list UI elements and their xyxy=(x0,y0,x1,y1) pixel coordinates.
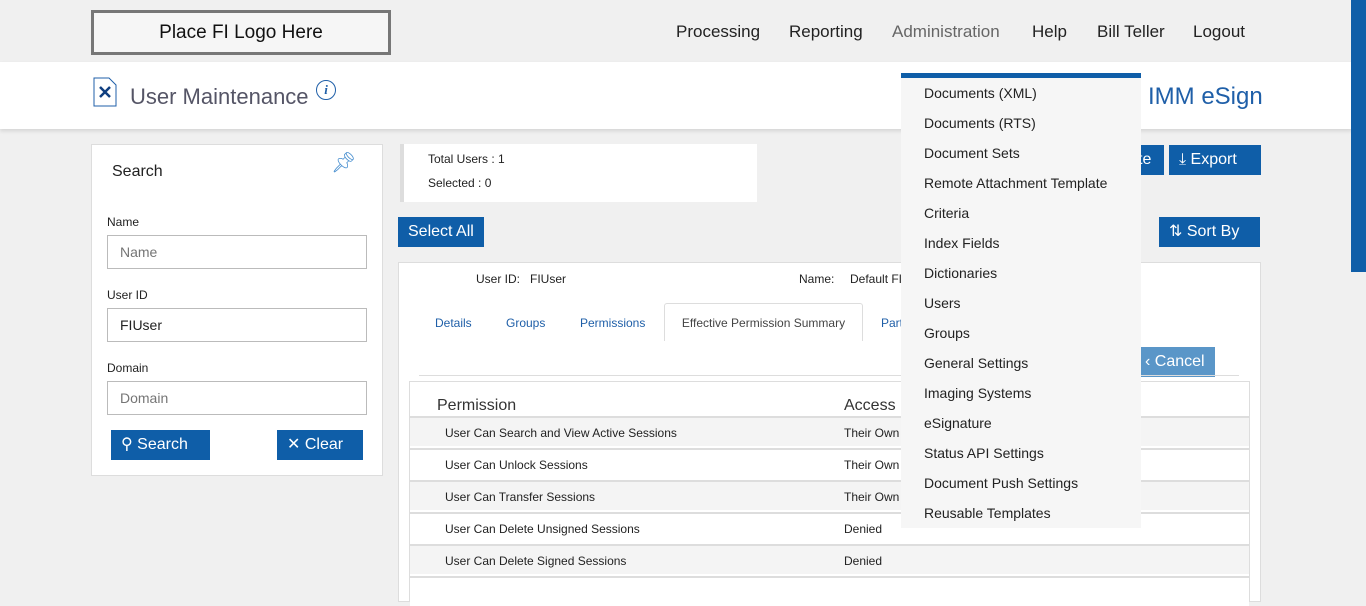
header-permission: Permission xyxy=(437,397,517,414)
nav-help[interactable]: Help xyxy=(1032,22,1067,41)
nav-reporting[interactable]: Reporting xyxy=(789,22,863,41)
search-icon: ⚲ xyxy=(121,436,133,453)
search-button-label: Search xyxy=(137,436,188,453)
access-value: Their Own xyxy=(844,426,900,440)
menu-item[interactable]: Users xyxy=(924,295,961,311)
page-title: User Maintenance xyxy=(130,84,309,109)
tab-part[interactable]: Part xyxy=(881,316,904,330)
permission-name: User Can Unlock Sessions xyxy=(445,458,588,472)
pin-icon[interactable]: 📌︎ xyxy=(331,152,357,174)
menu-item[interactable]: Documents (RTS) xyxy=(924,115,1036,131)
close-icon: ✕ xyxy=(287,436,301,453)
table-row: User Can Delete Signed Sessions Denied xyxy=(410,544,1249,574)
menu-item[interactable]: Document Push Settings xyxy=(924,475,1079,491)
administration-menu: Documents (XML) Documents (RTS) Document S… xyxy=(901,73,1141,528)
sort-by-label: Sort By xyxy=(1186,223,1240,240)
brand-name: IMM eSign xyxy=(1148,83,1263,110)
nav-user[interactable]: Bill Teller xyxy=(1097,22,1165,41)
header-access: Access xyxy=(844,397,896,414)
menu-item[interactable]: Dictionaries xyxy=(924,265,998,281)
tab-effective-permission-summary[interactable]: Effective Permission Summary xyxy=(664,303,863,341)
menu-item[interactable]: Remote Attachment Template xyxy=(924,175,1108,191)
access-value: Their Own xyxy=(844,458,900,472)
sort-by-button[interactable]: ⇅ Sort By xyxy=(1159,217,1260,247)
table-row xyxy=(410,576,1249,606)
search-button[interactable]: ⚲ Search xyxy=(111,430,210,460)
user-name-value: Default FI xyxy=(850,272,903,286)
scrollbar[interactable] xyxy=(1351,0,1366,272)
user-name-label: Name: xyxy=(799,272,835,286)
info-icon[interactable]: i xyxy=(316,80,336,100)
menu-item[interactable]: General Settings xyxy=(924,355,1029,371)
menu-item[interactable]: Criteria xyxy=(924,205,970,221)
access-value: Their Own xyxy=(844,490,900,504)
access-value: Denied xyxy=(844,554,883,568)
permission-name: User Can Transfer Sessions xyxy=(445,490,596,504)
export-label: Export xyxy=(1190,151,1237,168)
user-id-value: FIUser xyxy=(530,272,566,286)
domain-label: Domain xyxy=(107,361,149,375)
tab-permissions[interactable]: Permissions xyxy=(580,316,646,330)
clear-button-label: Clear xyxy=(304,436,344,453)
nav-administration[interactable]: Administration xyxy=(892,22,1000,41)
permission-name: User Can Search and View Active Sessions xyxy=(445,426,677,440)
cancel-label: Cancel xyxy=(1154,353,1205,370)
menu-item[interactable]: Document Sets xyxy=(924,145,1020,161)
summary-box: Total Users : 1 Selected : 0 xyxy=(400,144,757,202)
selected-count: Selected : 0 xyxy=(428,176,492,190)
menu-item[interactable]: Groups xyxy=(924,325,970,341)
logo: Place FI Logo Here xyxy=(91,10,391,55)
chevron-left-icon: ‹ xyxy=(1145,353,1151,370)
menu-item[interactable]: Status API Settings xyxy=(924,445,1044,461)
divider xyxy=(419,375,1239,376)
menu-item[interactable]: Index Fields xyxy=(924,235,1000,251)
menu-item[interactable]: Imaging Systems xyxy=(924,385,1032,401)
menu-item[interactable]: eSignature xyxy=(924,415,992,431)
permission-name: User Can Delete Signed Sessions xyxy=(445,554,627,568)
cancel-button[interactable]: ‹ Cancel xyxy=(1135,347,1215,377)
sort-icon: ⇅ xyxy=(1169,223,1183,240)
userid-label: User ID xyxy=(107,288,148,302)
export-button[interactable]: ⤓ Export xyxy=(1169,145,1261,175)
domain-input[interactable] xyxy=(107,381,367,415)
access-value: Denied xyxy=(844,522,883,536)
total-users: Total Users : 1 xyxy=(428,152,505,166)
tab-details[interactable]: Details xyxy=(435,316,472,330)
nav-processing[interactable]: Processing xyxy=(676,22,761,41)
name-label: Name xyxy=(107,215,140,229)
userid-input[interactable]: FIUser xyxy=(107,308,367,342)
name-input[interactable] xyxy=(107,235,367,269)
nav-logout[interactable]: Logout xyxy=(1193,22,1245,41)
user-id-label: User ID: xyxy=(476,272,521,286)
menu-item[interactable]: Documents (XML) xyxy=(924,85,1037,101)
clear-button[interactable]: ✕ Clear xyxy=(277,430,363,460)
tools-document-icon xyxy=(93,77,117,107)
permission-name: User Can Delete Unsigned Sessions xyxy=(445,522,640,536)
tab-groups[interactable]: Groups xyxy=(506,316,546,330)
download-icon: ⤓ xyxy=(1179,151,1187,168)
top-bar: Place FI Logo Here Processing Reporting … xyxy=(0,0,1366,62)
select-all-button[interactable]: Select All xyxy=(398,217,484,247)
search-title: Search xyxy=(112,163,163,180)
menu-item[interactable]: Reusable Templates xyxy=(924,505,1051,521)
